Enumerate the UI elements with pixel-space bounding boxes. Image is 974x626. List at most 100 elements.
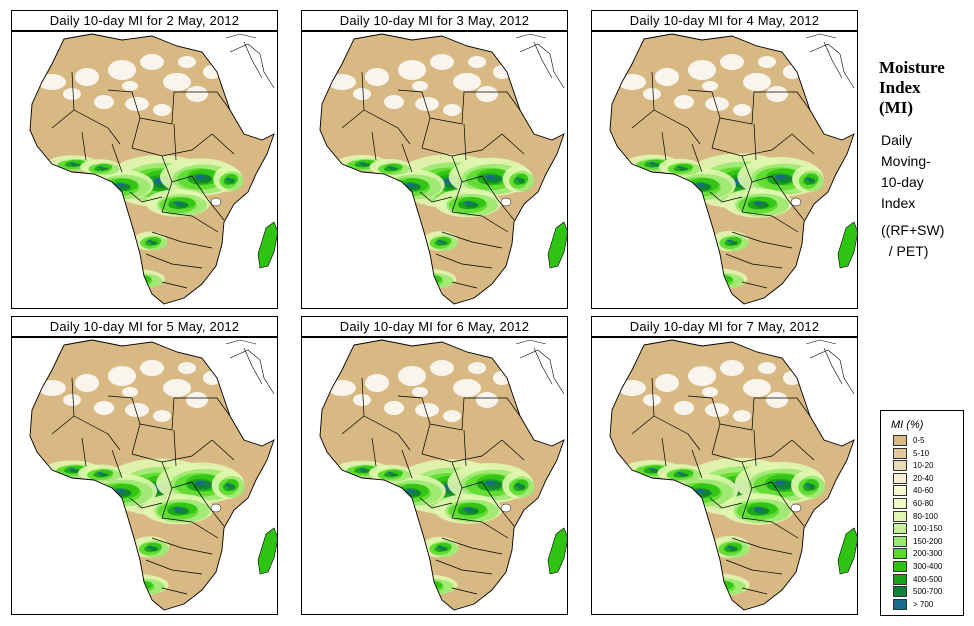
country-border [363,109,411,145]
africa-coastline [319,339,565,611]
country-border [441,231,503,249]
map-panel-5: Daily 10-day MI for 6 May, 2012 [301,316,568,615]
moisture-zone [130,536,170,558]
coastline [243,347,263,385]
dry-area [140,54,164,70]
dry-area [443,104,461,116]
panel-title: Daily 10-day MI for 7 May, 2012 [591,316,858,337]
coastline [805,33,837,39]
panel-title: Daily 10-day MI for 4 May, 2012 [591,10,858,31]
country-border [81,131,87,161]
side-formula-line: / PET) [881,243,929,259]
moisture-zone [369,159,411,176]
country-border [191,481,225,527]
country-border [501,439,525,461]
dry-area [618,380,646,396]
africa-coastline [319,33,565,305]
coastline [809,349,855,395]
legend-label: 20-40 [913,473,934,483]
africa-map-svg [29,339,277,611]
dry-area [468,56,486,68]
moisture-zone [657,464,703,482]
dry-area [328,380,356,396]
country-border [719,91,797,125]
country-border [139,397,217,431]
legend-swatch [893,561,907,572]
coastline [225,33,257,39]
africa-coastline [29,33,275,305]
dry-area [412,81,428,91]
africa-coastline [609,339,855,611]
dry-area [38,380,66,396]
dry-area [63,88,81,100]
dry-area [328,74,356,90]
country-border [661,437,667,467]
legend-swatch [893,598,907,610]
side-desc-line: 10-day [881,174,924,190]
madagascar [547,221,567,269]
coastline [229,43,275,89]
madagascar [547,527,567,575]
moisture-zone [434,188,502,218]
africa-map [591,337,858,615]
country-border [161,181,173,213]
legend: MI (%) 0-5 5-10 10-20 20-40 40-60 60-80 80-100… [880,410,964,616]
country-border [741,281,768,289]
dry-area [453,73,481,91]
country-border [111,143,123,173]
country-border [211,439,235,461]
coastline [805,339,837,345]
country-border [691,143,703,173]
map-panel-1: Daily 10-day MI for 2 May, 2012 [11,10,278,309]
moisture-zone [80,159,120,176]
country-border [741,181,753,213]
coastline [515,339,547,345]
dry-area [720,54,744,70]
moisture-zone [211,470,245,500]
dry-area [63,394,81,406]
country-border [741,587,768,595]
country-border [451,517,509,539]
country-border [501,133,525,155]
panel-title: Daily 10-day MI for 5 May, 2012 [11,316,278,337]
country-border [687,89,721,119]
map-panel-6: Daily 10-day MI for 7 May, 2012 [591,316,858,615]
lake-victoria [210,503,222,513]
country-border [81,437,87,467]
legend-swatch [893,586,907,598]
map-panel-3: Daily 10-day MI for 4 May, 2012 [591,10,858,309]
country-border [506,91,521,111]
africa-map [301,337,568,615]
africa-map-svg [609,339,857,611]
country-border [161,517,219,539]
country-border [419,497,453,509]
country-border [771,481,805,527]
country-border [401,143,413,173]
coastline [809,43,855,89]
dry-area [758,362,776,374]
side-desc-line: Moving- [881,153,931,169]
dry-area [163,73,191,91]
country-border [363,415,411,451]
africa-map [591,31,858,309]
dry-area [122,81,138,91]
country-border [451,587,478,595]
moisture-zone [682,268,748,290]
coastline [533,41,553,79]
madagascar [837,527,857,575]
country-border [711,133,793,157]
dry-area [476,86,498,102]
dry-area [705,97,729,111]
country-border [731,231,793,249]
madagascar [837,221,857,269]
country-border [421,133,503,157]
dry-area [443,410,461,422]
dry-area [412,387,428,397]
coastline [823,41,843,79]
country-border [151,231,213,249]
dry-area [743,73,771,91]
country-border [709,191,743,203]
dry-area [186,86,208,102]
country-border [753,429,757,467]
country-border [441,537,503,555]
